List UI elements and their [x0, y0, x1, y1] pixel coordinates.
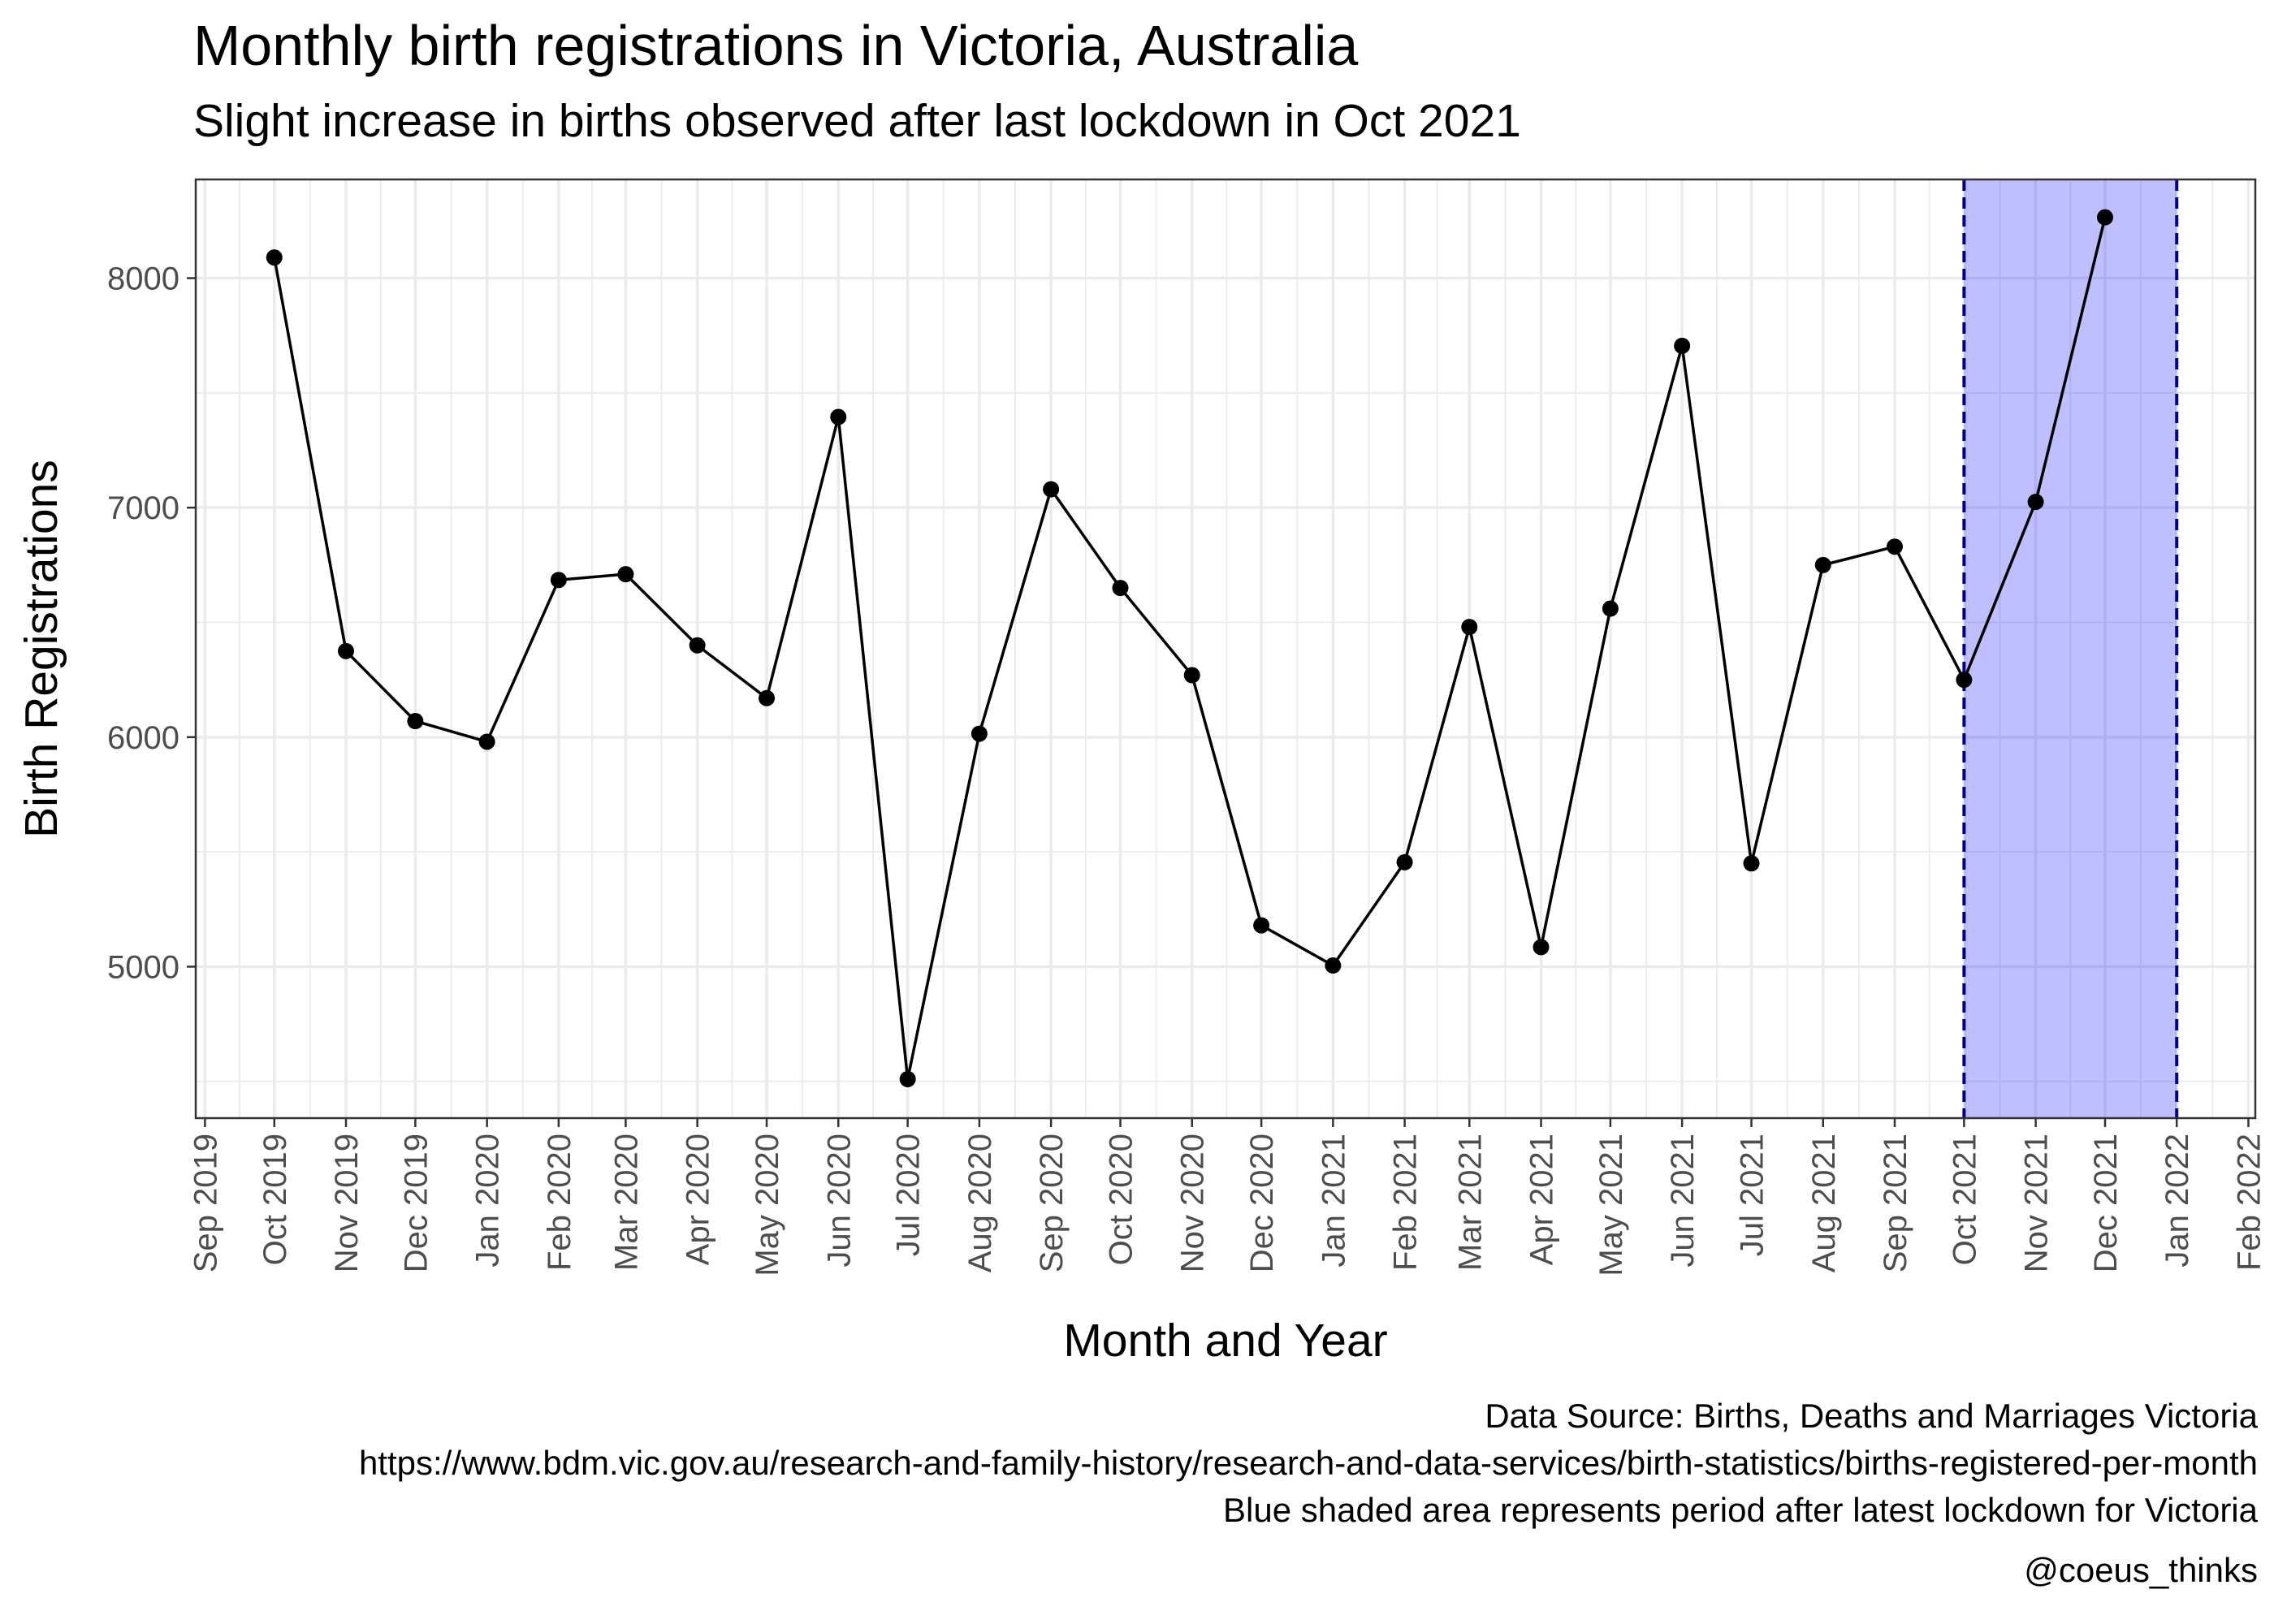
x-tick-label: Oct 2021	[1947, 1134, 1982, 1265]
x-tick-label: Jan 2020	[470, 1134, 506, 1268]
x-tick-label: Sep 2021	[1878, 1134, 1913, 1272]
x-tick-label: Sep 2020	[1034, 1134, 1070, 1272]
x-tick-label: Mar 2021	[1452, 1134, 1488, 1271]
grid-lines	[196, 179, 2255, 1118]
data-point	[1674, 337, 1691, 354]
x-tick-label: Apr 2021	[1524, 1134, 1560, 1265]
x-tick-label: Oct 2019	[257, 1134, 293, 1265]
data-point	[1461, 619, 1478, 636]
data-point	[550, 572, 567, 589]
x-tick-label: May 2020	[750, 1134, 785, 1276]
x-tick-label: May 2021	[1593, 1134, 1629, 1276]
lockdown-shaded-region	[1962, 179, 2179, 1118]
data-point	[266, 249, 283, 266]
y-tick-label: 6000	[107, 720, 179, 756]
x-tick-label: Jan 2022	[2159, 1134, 2195, 1268]
data-point	[1183, 667, 1200, 684]
data-point	[689, 637, 706, 654]
data-point	[338, 642, 355, 659]
y-tick-label: 7000	[107, 490, 179, 526]
x-tick-label: Aug 2021	[1806, 1134, 1842, 1272]
y-tick-label: 8000	[107, 261, 179, 297]
chart-subtitle: Slight increase in births observed after…	[193, 95, 1521, 147]
x-tick-label: Apr 2020	[681, 1134, 716, 1265]
x-tick-label: Nov 2021	[2019, 1134, 2055, 1272]
data-point	[2096, 209, 2113, 226]
y-tick-label: 5000	[107, 949, 179, 985]
data-point	[1814, 556, 1831, 573]
caption-data-source: Data Source: Births, Deaths and Marriage…	[1485, 1397, 2258, 1435]
x-axis: Sep 2019 Oct 2019 Nov 2019 Dec 2019 Jan 2020…	[188, 1118, 2267, 1276]
x-tick-label: Jun 2021	[1665, 1134, 1701, 1268]
x-tick-label: Nov 2020	[1175, 1134, 1211, 1272]
data-point	[478, 733, 495, 750]
y-axis-title: Birth Registrations	[15, 460, 67, 838]
x-tick-label: Jan 2021	[1316, 1134, 1351, 1268]
data-point	[899, 1070, 916, 1087]
x-tick-label: Feb 2021	[1388, 1134, 1424, 1271]
data-point	[1886, 538, 1903, 555]
data-point	[1043, 481, 1060, 498]
x-tick-label: Feb 2020	[542, 1134, 577, 1271]
data-point	[759, 689, 776, 706]
data-point	[617, 566, 634, 583]
plot-frame	[194, 178, 2257, 1120]
data-point	[1743, 855, 1760, 872]
data-point	[830, 408, 847, 425]
x-tick-label: Mar 2020	[608, 1134, 644, 1271]
x-tick-label: Jul 2021	[1735, 1134, 1770, 1256]
caption-source-url: https://www.bdm.vic.gov.au/research-and-…	[358, 1444, 2258, 1482]
x-tick-label: Aug 2020	[962, 1134, 998, 1272]
x-tick-label: Dec 2019	[398, 1134, 434, 1272]
caption-shading-note: Blue shaded area represents period after…	[1223, 1491, 2258, 1529]
x-tick-label: Sep 2019	[188, 1134, 223, 1272]
x-tick-label: Feb 2022	[2231, 1134, 2267, 1271]
data-point	[1253, 917, 1270, 934]
shaded-area	[1964, 179, 2177, 1118]
x-tick-label: Jun 2020	[821, 1134, 857, 1268]
x-tick-label: Oct 2020	[1103, 1134, 1139, 1265]
panel-border	[194, 178, 2257, 1120]
plot-panel	[196, 179, 2255, 1118]
data-point	[1325, 957, 1342, 974]
data-point	[1956, 672, 1973, 689]
data-point	[1533, 939, 1550, 956]
x-axis-title: Month and Year	[1063, 1315, 1387, 1367]
x-tick-label: Jul 2020	[891, 1134, 927, 1256]
caption: Data Source: Births, Deaths and Marriage…	[359, 1393, 2258, 1534]
data-point	[1396, 853, 1413, 870]
x-tick-label: Dec 2021	[2088, 1134, 2124, 1272]
data-point	[971, 725, 988, 742]
y-axis: 5000 6000 7000 8000	[107, 261, 196, 985]
data-point	[407, 713, 424, 730]
x-tick-label: Dec 2020	[1244, 1134, 1280, 1272]
data-point	[2027, 494, 2044, 511]
data-point	[1112, 580, 1129, 597]
chart-title: Monthly birth registrations in Victoria,…	[193, 14, 1359, 77]
data-point	[1602, 600, 1619, 617]
plot-background	[196, 179, 2255, 1118]
x-tick-label: Nov 2019	[329, 1134, 365, 1272]
data-points	[266, 209, 2113, 1087]
author-credit: @coeus_thinks	[2024, 1551, 2258, 1589]
